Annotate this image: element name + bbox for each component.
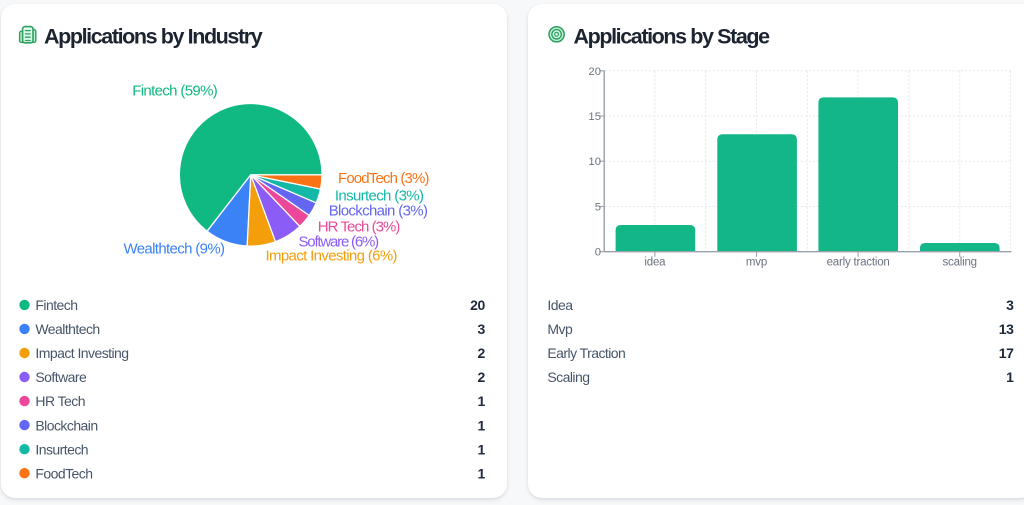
svg-text:1: 1 [1006, 369, 1014, 385]
svg-text:Applications by Industry: Applications by Industry [44, 25, 263, 49]
svg-text:1: 1 [478, 417, 486, 433]
svg-text:FoodTech: FoodTech [35, 465, 92, 481]
svg-text:15: 15 [588, 111, 601, 123]
svg-text:20: 20 [470, 297, 485, 313]
svg-text:3: 3 [1006, 297, 1014, 313]
svg-text:mvp: mvp [746, 257, 767, 269]
svg-text:Idea: Idea [547, 297, 573, 313]
svg-text:10: 10 [588, 156, 601, 168]
svg-text:HR Tech (3%): HR Tech (3%) [318, 218, 401, 235]
svg-text:FoodTech (3%): FoodTech (3%) [338, 170, 430, 187]
svg-text:Blockchain (3%): Blockchain (3%) [329, 202, 428, 219]
svg-text:Wealthtech: Wealthtech [35, 321, 99, 337]
svg-text:Insurtech (3%): Insurtech (3%) [335, 188, 424, 205]
svg-text:Applications by Stage: Applications by Stage [574, 25, 771, 49]
svg-text:1: 1 [478, 393, 486, 409]
svg-text:Scaling: Scaling [547, 369, 589, 385]
svg-text:Software: Software [35, 369, 87, 385]
svg-text:2: 2 [478, 345, 486, 361]
svg-text:Early Traction: Early Traction [547, 345, 625, 361]
svg-text:Insurtech: Insurtech [35, 441, 88, 457]
svg-text:Fintech (59%): Fintech (59%) [132, 83, 218, 100]
svg-text:Impact Investing (6%): Impact Investing (6%) [266, 247, 398, 264]
svg-text:1: 1 [478, 465, 486, 481]
svg-text:idea: idea [644, 257, 666, 269]
svg-text:scaling: scaling [942, 257, 976, 269]
svg-text:Fintech: Fintech [35, 297, 77, 313]
svg-text:HR Tech: HR Tech [35, 393, 85, 409]
svg-text:Blockchain: Blockchain [35, 417, 97, 433]
svg-text:5: 5 [595, 202, 601, 214]
svg-text:Software (6%): Software (6%) [299, 234, 380, 251]
svg-text:Mvp: Mvp [547, 321, 573, 337]
svg-text:2: 2 [478, 369, 486, 385]
svg-text:Impact Investing: Impact Investing [35, 345, 128, 361]
svg-text:3: 3 [478, 321, 486, 337]
svg-text:20: 20 [588, 66, 601, 78]
svg-text:1: 1 [478, 441, 486, 457]
svg-text:17: 17 [999, 345, 1014, 361]
svg-text:0: 0 [595, 247, 601, 259]
svg-text:early traction: early traction [827, 257, 890, 269]
svg-text:13: 13 [999, 321, 1014, 337]
svg-text:Wealthtech (9%): Wealthtech (9%) [124, 241, 226, 258]
